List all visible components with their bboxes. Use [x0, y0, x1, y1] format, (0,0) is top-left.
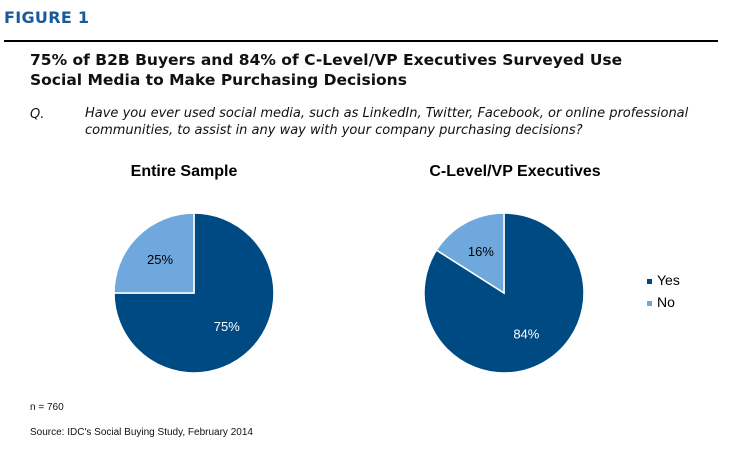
pie-chart-1: Entire Sample 75% 25%	[113, 163, 275, 374]
pie-label-no: 16%	[468, 244, 494, 259]
pie-title: Entire Sample	[131, 163, 238, 180]
figure-label: FIGURE 1	[4, 8, 90, 27]
pie-slice-no	[435, 212, 505, 295]
pie-title: C-Level/VP Executives	[429, 163, 600, 180]
pie-chart-2: C-Level/VP Executives 84% 16%	[423, 163, 601, 374]
legend-swatch-yes	[647, 279, 652, 284]
legend-label-yes: Yes	[657, 272, 680, 288]
pie-label-no: 25%	[147, 252, 173, 267]
sample-size-note: n = 760	[30, 402, 64, 413]
question-label: Q.	[30, 107, 45, 122]
header-rule	[4, 40, 718, 42]
legend-label-no: No	[657, 294, 675, 310]
question-text: Have you ever used social media, such as…	[85, 106, 689, 138]
legend: Yes No	[647, 272, 680, 310]
pie-label-yes: 84%	[513, 327, 539, 342]
legend-swatch-no	[647, 301, 652, 306]
title-line-1: 75% of B2B Buyers and 84% of C-Level/VP …	[30, 51, 623, 69]
source-note: Source: IDC's Social Buying Study, Febru…	[30, 427, 253, 438]
pie-slice-no	[113, 212, 195, 294]
title-line-2: Social Media to Make Purchasing Decision…	[30, 71, 407, 89]
figure-title: 75% of B2B Buyers and 84% of C-Level/VP …	[30, 50, 690, 90]
pie-label-yes: 75%	[214, 319, 240, 334]
